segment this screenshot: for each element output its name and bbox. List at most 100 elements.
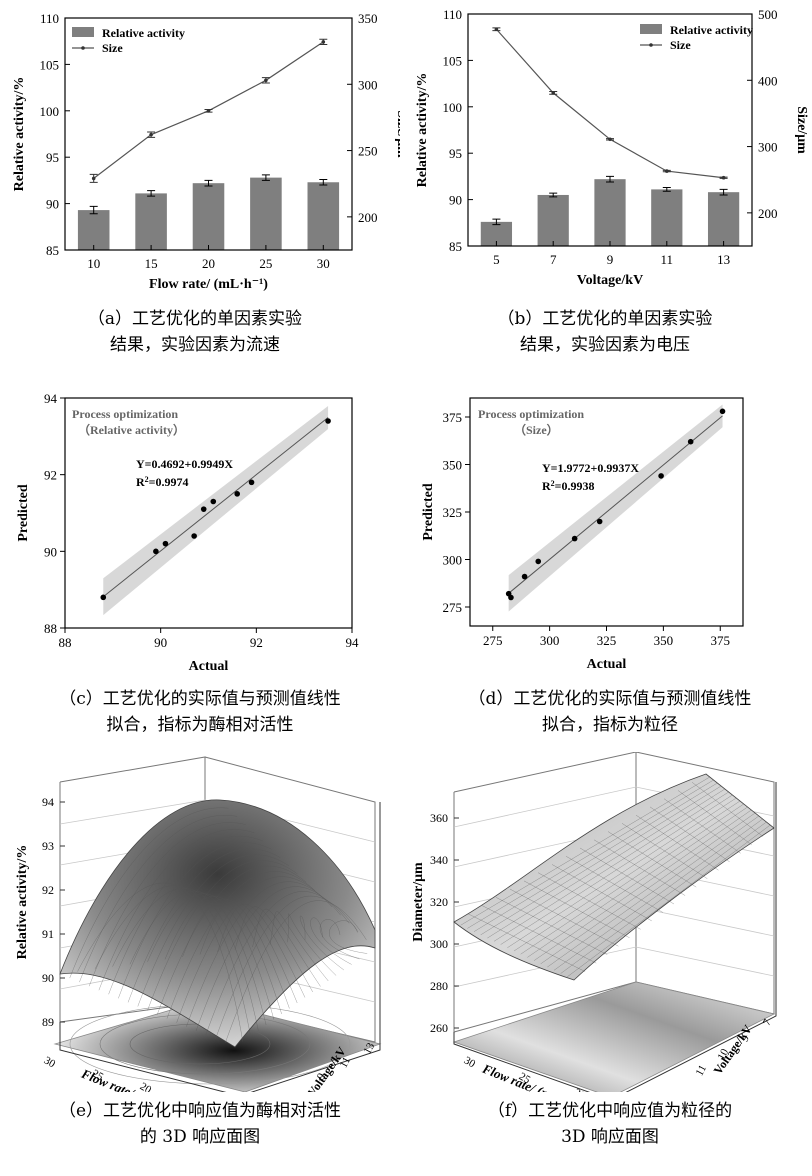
y2-axis-label-b: Size/μm: [794, 106, 809, 154]
bar-error-a-1: [147, 190, 156, 197]
caption-e: （e）工艺优化中响应值为酶相对活性 的 3D 响应面图: [10, 1098, 390, 1150]
size-point-a-4: [321, 40, 326, 44]
y2tick-label-a: 350: [358, 11, 378, 26]
ytick-label-d: 325: [443, 505, 463, 520]
x-axis-label-c: Actual: [189, 659, 229, 674]
legend-label-bar-b: Relative activity: [670, 23, 753, 37]
xtick-label-d: 325: [597, 633, 617, 648]
y2tick-label-b: 500: [758, 7, 778, 22]
y2tick-label-a: 250: [358, 144, 378, 159]
xtick-label-b: 9: [607, 252, 614, 267]
ztick-label-f: 260: [430, 1021, 448, 1035]
ytick-label-f: 9: [739, 1033, 752, 1044]
caption-a-line1: （a）工艺优化的单因素实验: [87, 309, 303, 329]
size-point-a-1: [149, 132, 153, 137]
y-axis-label-b: Relative activity/%: [415, 73, 430, 188]
bar-error-b-1: [549, 192, 558, 198]
xtick-label-e: 20: [138, 1080, 154, 1092]
bar-error-b-4: [719, 188, 728, 196]
bar-a-1: [135, 193, 167, 250]
xtick-label-a: 25: [259, 256, 272, 271]
surface-mesh-e: [98, 829, 255, 991]
ytick-label-d: 275: [443, 600, 463, 615]
surface-mesh-e: [287, 913, 337, 976]
surface-mesh-f: [567, 824, 771, 977]
ytick-label-e: 11: [338, 1055, 354, 1070]
ytick-label-b: 100: [443, 100, 463, 115]
surface-mesh-e: [147, 893, 275, 1020]
surface-mesh-e: [199, 901, 298, 1004]
caption-f-line1: （f）工艺优化中响应值为粒径的: [487, 1101, 733, 1121]
fit-line-d: [508, 415, 723, 594]
caption-d-line1: （d）工艺优化的实际值与预测值线性: [468, 689, 752, 709]
legend-label-line-a: Size: [102, 41, 123, 55]
ytick-label-a: 85: [46, 243, 59, 258]
confidence-band-d: [508, 404, 723, 612]
surface-mesh-e: [176, 876, 324, 1023]
bar-b-1: [537, 194, 569, 246]
size-point-a-2: [206, 109, 211, 113]
legend-swatch-bar-a: [72, 27, 94, 37]
data-point-c-5: [210, 498, 217, 505]
fit-line-c: [102, 417, 329, 598]
caption-b: （b）工艺优化的单因素实验 结果，实验因素为电压: [440, 306, 770, 358]
bar-error-a-4: [319, 178, 328, 186]
size-point-b-2: [608, 137, 612, 142]
ztick-label-f: 340: [430, 853, 448, 867]
y-axis-label-d: Predicted: [421, 483, 436, 540]
ytick-label-b: 95: [449, 146, 462, 161]
box-front-e: [59, 802, 381, 1092]
xtick-label-e: 30: [42, 1054, 58, 1070]
bar-a-2: [192, 183, 225, 250]
r-squared-c: R2=0.9974: [136, 475, 189, 490]
caption-c: （c）工艺优化的实际值与预测值线性 拟合，指标为酶相对活性: [10, 686, 390, 738]
z-axis-label-e: Relative activity/%: [15, 845, 30, 960]
data-point-c-3: [191, 533, 197, 539]
size-point-a-0: [91, 176, 96, 181]
equation-c: Y=0.4692+0.9949X: [136, 457, 233, 471]
xtick-label-b: 5: [493, 252, 500, 267]
ytick-label-a: 100: [40, 104, 60, 119]
caption-a-line2: 结果，实验因素为流速: [110, 335, 280, 355]
size-point-b-0: [494, 27, 499, 32]
surface-mesh-e: [108, 836, 264, 995]
surface-mesh-e: [234, 906, 313, 993]
bar-error-b-2: [606, 175, 614, 183]
legend-marker-line-a: [81, 46, 85, 50]
ytick-label-d: 375: [443, 410, 463, 425]
y-axis-label-a: Relative activity/%: [12, 77, 27, 192]
caption-c-line1: （c）工艺优化的实际值与预测值线性: [59, 689, 341, 709]
bar-error-a-2: [204, 179, 213, 187]
wall-grid-e-0: [59, 799, 376, 843]
caption-d: （d）工艺优化的实际值与预测值线性 拟合，指标为粒径: [420, 686, 800, 738]
data-point-c-7: [248, 479, 255, 486]
surface-mesh-e: [112, 888, 259, 1031]
caption-f: （f）工艺优化中响应值为粒径的 3D 响应面图: [420, 1098, 800, 1150]
ytick-label-c: 94: [44, 391, 58, 406]
ztick-label-f: 320: [430, 895, 448, 909]
chart-b-voltage: 85 90 95 100 105 110 200 300 400 500 5 7 9 11 13 Voltag…: [415, 7, 809, 288]
ytick-label-a: 95: [46, 150, 59, 165]
xtick-label-c: 90: [154, 635, 167, 650]
xtick-label-a: 10: [87, 256, 100, 271]
ztick-label-f: 360: [430, 811, 448, 825]
caption-b-line1: （b）工艺优化的单因素实验: [497, 309, 713, 329]
legend-swatch-bar-b: [640, 24, 662, 34]
xtick-label-c: 94: [346, 635, 360, 650]
ytick-label-e: 9: [315, 1071, 328, 1082]
y2tick-label-b: 400: [758, 73, 778, 88]
data-point-d-7: [687, 438, 694, 445]
x-axis-label-b: Voltage/kV: [577, 273, 643, 288]
data-point-c-2: [162, 540, 169, 547]
data-point-d-8: [719, 408, 726, 415]
size-point-b-4: [721, 175, 726, 180]
surface-mesh-e: [252, 908, 321, 987]
bar-a-0: [77, 210, 110, 250]
xtick-label-d: 350: [654, 633, 674, 648]
ytick-label-a: 105: [40, 57, 60, 72]
ytick-label-c: 92: [44, 468, 57, 483]
equation-d: Y=1.9772+0.9937X: [542, 461, 639, 475]
wall-grid-f-4: [453, 946, 775, 988]
data-point-c-0: [100, 594, 107, 601]
ytick-label-f: 7: [761, 1017, 774, 1028]
